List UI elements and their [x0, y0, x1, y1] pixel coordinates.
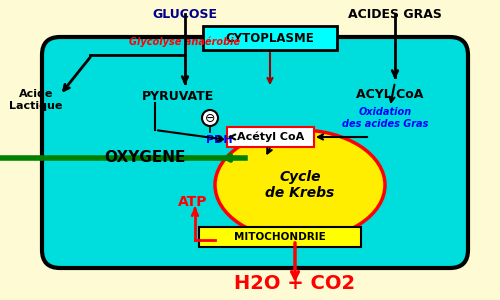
Text: H2O + CO2: H2O + CO2 [234, 274, 356, 293]
Text: Cycle
de Krebs: Cycle de Krebs [266, 170, 334, 200]
Text: MITOCHONDRIE: MITOCHONDRIE [234, 232, 326, 242]
Circle shape [202, 110, 218, 126]
Text: Acide
Lactique: Acide Lactique [10, 89, 62, 111]
Text: OXYGENE: OXYGENE [104, 151, 186, 166]
Text: ACIDES GRAS: ACIDES GRAS [348, 8, 442, 21]
Text: CYTOPLASME: CYTOPLASME [226, 32, 314, 44]
Text: ⊖: ⊖ [205, 112, 215, 124]
Text: ATP: ATP [178, 195, 208, 209]
Text: GLUCOSE: GLUCOSE [152, 8, 218, 21]
Text: PDH: PDH [206, 135, 233, 145]
Text: Glycolyse anaérobie: Glycolyse anaérobie [130, 37, 240, 47]
FancyBboxPatch shape [42, 37, 468, 268]
FancyBboxPatch shape [203, 26, 337, 50]
FancyBboxPatch shape [227, 127, 314, 147]
Text: Oxidation
des acides Gras: Oxidation des acides Gras [342, 107, 428, 129]
FancyBboxPatch shape [199, 227, 361, 247]
Text: ACYL CoA: ACYL CoA [356, 88, 424, 101]
Text: Acétyl CoA: Acétyl CoA [238, 132, 304, 142]
Ellipse shape [215, 130, 385, 240]
Text: PYRUVATE: PYRUVATE [142, 91, 214, 103]
